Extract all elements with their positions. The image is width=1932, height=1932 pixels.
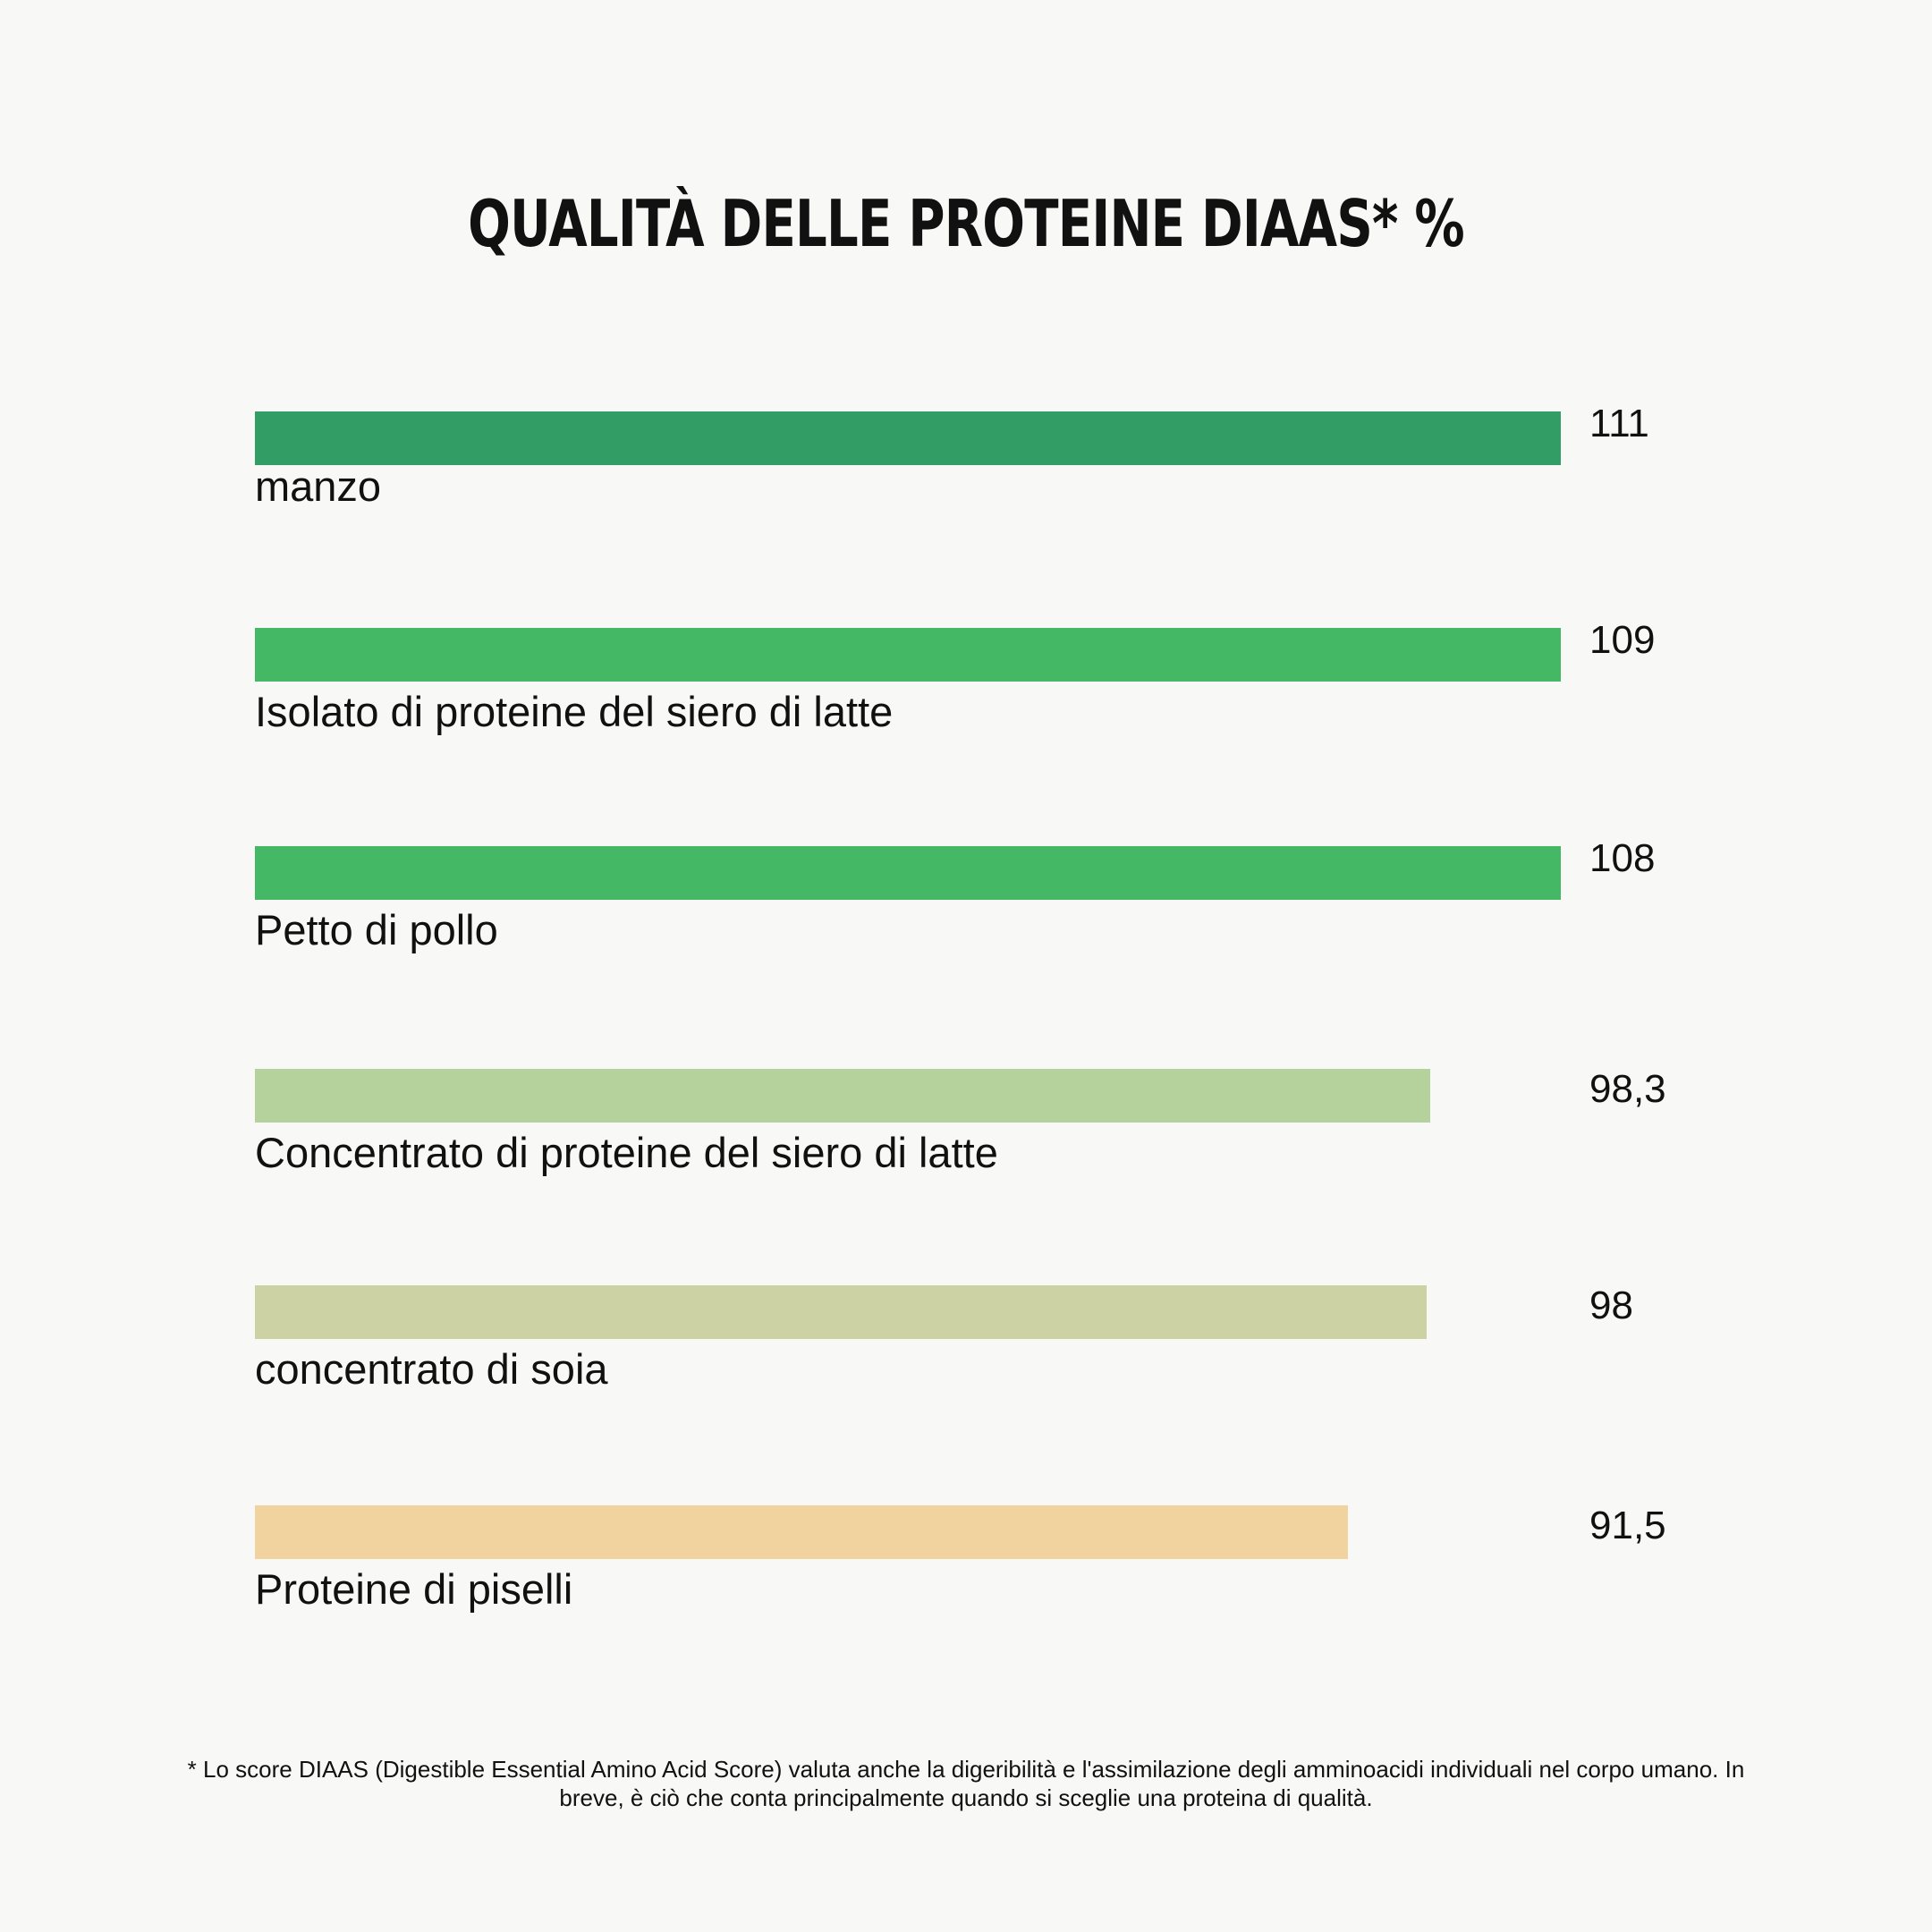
value-label: 98 bbox=[1589, 1284, 1633, 1327]
bar bbox=[255, 846, 1561, 900]
bar bbox=[255, 1069, 1430, 1123]
footnote: * Lo score DIAAS (Digestible Essential A… bbox=[187, 1756, 1745, 1811]
value-label: 98,3 bbox=[1589, 1067, 1666, 1111]
category-label: Proteine di piselli bbox=[255, 1565, 573, 1613]
bar bbox=[255, 1505, 1348, 1559]
bar bbox=[255, 411, 1561, 465]
value-label: 91,5 bbox=[1589, 1504, 1666, 1547]
category-label: concentrato di soia bbox=[255, 1345, 608, 1393]
category-label: Petto di pollo bbox=[255, 906, 498, 953]
category-label: Concentrato di proteine del siero di lat… bbox=[255, 1129, 998, 1176]
chart-title: QUALITÀ DELLE PROTEINE DIAAS* % bbox=[468, 186, 1464, 261]
value-label: 111 bbox=[1589, 402, 1649, 445]
value-label: 109 bbox=[1589, 618, 1656, 662]
category-label: Isolato di proteine del siero di latte bbox=[255, 688, 894, 735]
category-label: manzo bbox=[255, 462, 382, 510]
value-label: 108 bbox=[1589, 836, 1656, 880]
bar bbox=[255, 628, 1561, 682]
bar bbox=[255, 1285, 1427, 1339]
